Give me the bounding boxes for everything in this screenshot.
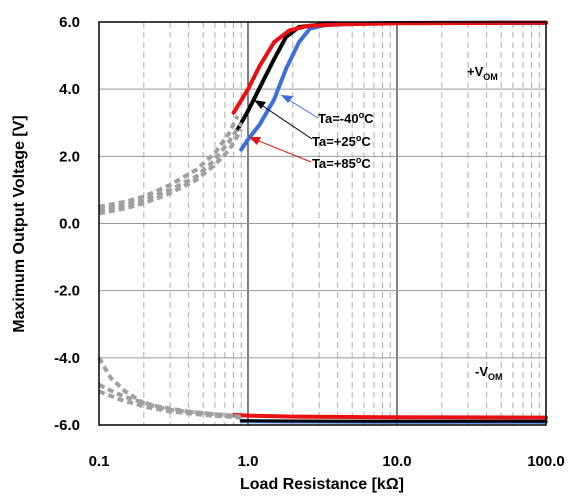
label-ta-minus40: Ta=-40oC <box>318 110 374 126</box>
x-tick-label: 0.1 <box>89 453 110 470</box>
y-axis-title: Maximum Output Voltage [V] <box>11 115 28 332</box>
x-tick-label: 1.0 <box>238 453 259 470</box>
series-line-5 <box>239 419 548 423</box>
series-line-3 <box>231 412 548 420</box>
label-plus-vom: +VOM <box>467 64 498 82</box>
series-line-8 <box>98 115 240 209</box>
series-line-7 <box>98 128 243 216</box>
x-axis-title: Load Resistance [kΩ] <box>240 476 404 493</box>
grid <box>99 22 546 425</box>
label-ta-plus25: Ta=+25oC <box>312 133 371 149</box>
plot-frame <box>98 21 547 426</box>
arrowhead-ta-plus25 <box>254 100 266 109</box>
x-tick-label: 10.0 <box>382 453 411 470</box>
series-line-2 <box>231 20 548 115</box>
arrowhead-ta-minus40 <box>281 95 293 103</box>
series-group <box>97 20 548 424</box>
y-tick-labels: 6.0 4.0 2.0 0.0 -2.0 -4.0 -6.0 <box>54 14 80 434</box>
label-minus-vom: -VOM <box>475 364 503 382</box>
x-tick-label: 100.0 <box>527 453 565 470</box>
y-tick-label: 2.0 <box>59 148 80 165</box>
label-ta-plus85: Ta=+85oC <box>312 155 371 171</box>
y-tick-label: -6.0 <box>54 417 80 434</box>
series-line-10 <box>98 382 242 419</box>
series-line-0 <box>239 20 548 152</box>
arrowhead-ta-plus85 <box>249 137 261 145</box>
y-tick-label: 0.0 <box>59 216 80 233</box>
y-tick-label: 4.0 <box>59 81 80 98</box>
arrow-ta-plus25 <box>253 99 313 140</box>
y-tick-label: -4.0 <box>54 350 80 367</box>
y-tick-label: 6.0 <box>59 14 80 31</box>
y-tick-label: -2.0 <box>54 283 80 300</box>
arrow-ta-plus85 <box>248 136 312 163</box>
series-line-9 <box>97 356 234 418</box>
x-tick-labels: 0.1 1.0 10.0 100.0 <box>89 453 565 470</box>
series-line-11 <box>98 389 242 420</box>
